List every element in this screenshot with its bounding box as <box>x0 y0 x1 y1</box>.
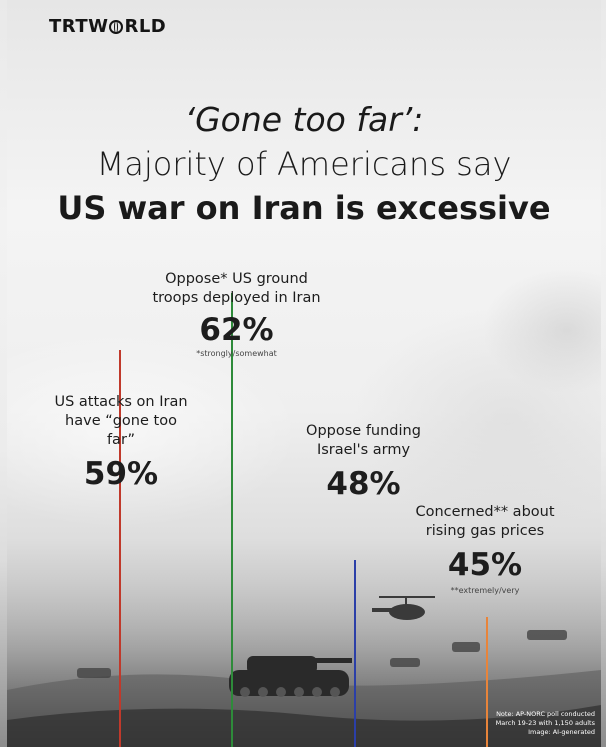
headline-line-1: ‘Gone too far’: <box>184 100 424 139</box>
globe-icon <box>109 20 124 34</box>
note-line: March 19-23 with 1,150 adults <box>495 719 595 727</box>
infographic: TRTW RLD ‘Gone too far’: Majority of Amer… <box>7 0 601 747</box>
stat-value: 59% <box>83 456 159 492</box>
stat-israel-funding: Oppose funding Israel's army 48% <box>291 422 436 503</box>
tank-icon <box>229 656 352 697</box>
stat-label-line: troops deployed in Iran <box>152 290 321 306</box>
helicopter-icon <box>372 596 435 620</box>
stat-label-line: Concerned** about <box>415 504 555 520</box>
note-line: Image: AI-generated <box>528 728 595 736</box>
stat-label-line: Oppose* US ground <box>165 271 308 287</box>
trtworld-logo: TRTW RLD <box>49 16 167 37</box>
bar-line-israel-funding <box>354 560 356 747</box>
bar-line-gas-prices <box>486 617 488 747</box>
stat-label-line: rising gas prices <box>425 523 545 539</box>
stat-gas-prices: Concerned** about rising gas prices 45% … <box>415 503 555 596</box>
headline-line-2: Majority of Americans say <box>96 145 512 183</box>
bar-line-us-attacks <box>119 350 121 747</box>
headline-line-3: US war on Iran is excessive <box>57 189 551 227</box>
stat-value: 45% <box>447 547 523 583</box>
stat-label-line: Oppose funding <box>306 423 421 439</box>
stat-footnote: **extremely/very <box>450 586 520 595</box>
stat-value: 48% <box>326 466 401 502</box>
stat-label-line: US attacks on Iran <box>54 394 188 410</box>
source-note: Note: AP-NORC poll conducted March 19-23… <box>496 710 595 737</box>
stat-ground-troops: Oppose* US ground troops deployed in Ira… <box>149 270 324 359</box>
note-line: Note: AP-NORC poll conducted <box>496 710 595 718</box>
stat-footnote: *strongly/somewhat <box>196 349 277 358</box>
battlefield-image <box>7 570 601 747</box>
stat-value: 62% <box>199 312 274 348</box>
stat-us-attacks: US attacks on Iran have “gone too far” 5… <box>51 393 191 493</box>
stat-label-line: have “gone too far” <box>65 413 177 448</box>
stat-label-line: Israel's army <box>316 442 411 458</box>
bar-line-ground-troops <box>231 293 233 747</box>
